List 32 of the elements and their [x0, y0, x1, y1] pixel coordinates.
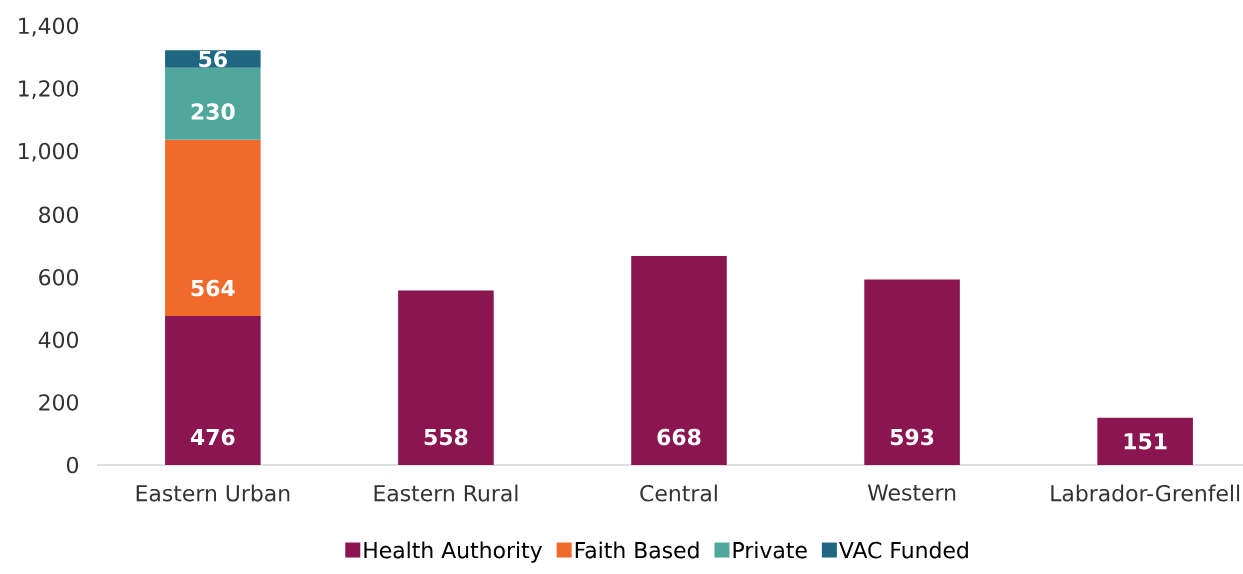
y-tick-label: 1,200 — [19, 80, 79, 99]
bar — [165, 139, 261, 317]
y-tick-label: 200 — [39, 394, 79, 411]
bar — [1097, 417, 1193, 465]
x-tick-label: Western — [867, 484, 956, 501]
legend-label: Health Authority — [364, 541, 543, 563]
y-tick-label: 0 — [66, 456, 79, 474]
data-label: 56 — [199, 50, 227, 68]
legend-label: Faith Based — [575, 541, 699, 559]
legend-label: VAC Funded — [839, 541, 968, 559]
data-label: 564 — [191, 279, 235, 297]
data-label: 151 — [1124, 433, 1167, 450]
x-tick-label: Central — [640, 484, 717, 502]
y-tick-label: 600 — [39, 269, 79, 286]
bar — [631, 256, 727, 465]
legend-label: Private — [733, 541, 807, 559]
data-label: 476 — [190, 428, 235, 446]
bar — [165, 67, 261, 140]
data-label: 593 — [890, 428, 934, 446]
y-tick-label: 1,000 — [19, 142, 79, 162]
x-tick-label: Labrador-Grenfell — [1051, 484, 1240, 502]
bar — [165, 316, 261, 465]
y-tick-label: 1,400 — [19, 17, 79, 37]
data-label: 668 — [657, 428, 701, 446]
x-tick-label: Eastern Rural — [374, 484, 518, 502]
data-label: 230 — [191, 103, 235, 120]
data-label: 558 — [424, 428, 468, 446]
y-tick-label: 400 — [38, 331, 79, 349]
x-tick-label: Eastern Urban — [136, 484, 290, 502]
bar — [864, 279, 960, 465]
bar — [398, 290, 494, 465]
y-tick-label: 800 — [39, 206, 79, 223]
